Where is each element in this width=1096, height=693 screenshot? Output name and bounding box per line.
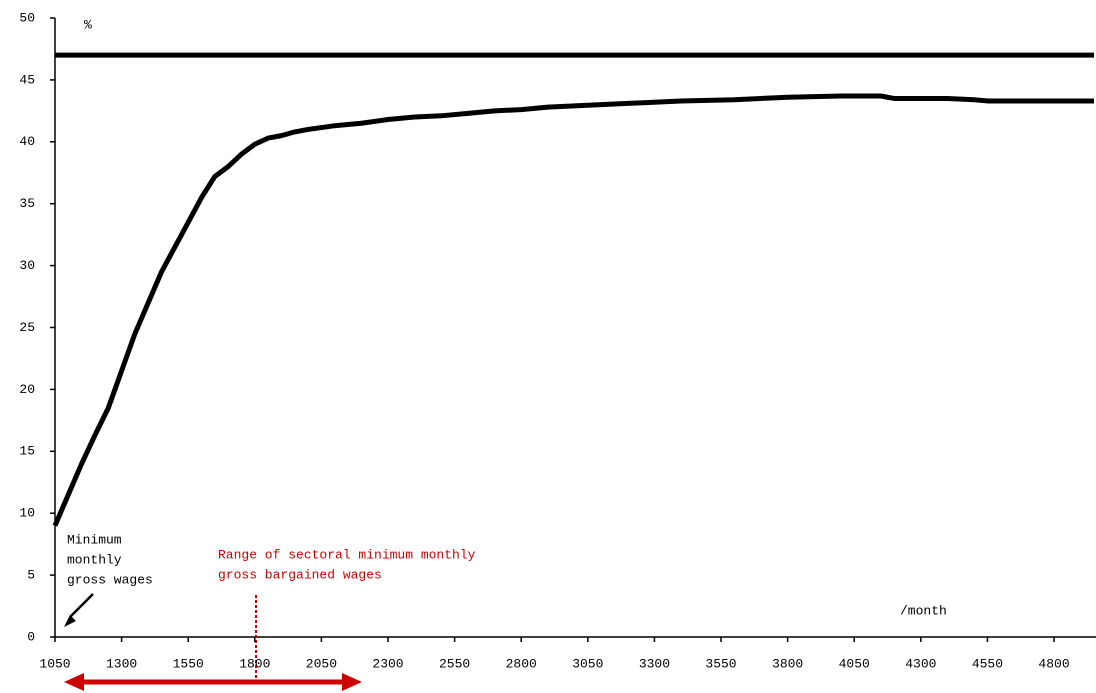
x-tick-label: 2550 — [439, 656, 470, 671]
x-tick-label: 4550 — [972, 656, 1003, 671]
x-tick-label: 3800 — [772, 656, 803, 671]
y-tick-label: 50 — [19, 10, 35, 25]
x-tick-label: 2300 — [372, 656, 403, 671]
x-tick-label: 4050 — [839, 656, 870, 671]
y-tick-label: 45 — [19, 72, 35, 87]
annotation: gross bargained wages — [218, 567, 382, 582]
x-tick-label: 1050 — [39, 656, 70, 671]
x-tick-label: 1300 — [106, 656, 137, 671]
y-tick-label: 0 — [27, 629, 35, 644]
arrow-head — [342, 673, 362, 691]
y-tick-label: 5 — [27, 568, 35, 583]
annotation: Range of sectoral minimum monthly — [218, 547, 476, 562]
x-tick-label: 2050 — [306, 656, 337, 671]
y-tick-label: 10 — [19, 506, 35, 521]
x-unit: /month — [900, 603, 947, 618]
x-tick-label: 3050 — [572, 656, 603, 671]
y-tick-label: 30 — [19, 258, 35, 273]
arrow-head — [64, 673, 84, 691]
x-tick-label: 3550 — [705, 656, 736, 671]
x-tick-label: 4800 — [1038, 656, 1069, 671]
annotation-arrow — [69, 593, 94, 618]
series-line — [52, 93, 1094, 527]
annotation: gross wages — [67, 572, 153, 587]
x-tick-label: 2800 — [506, 656, 537, 671]
y-tick-label: 35 — [19, 196, 35, 211]
y-tick-label: 25 — [19, 320, 35, 335]
x-tick-label: 1800 — [239, 656, 270, 671]
annotation: monthly — [67, 552, 122, 567]
x-tick-label: 3300 — [639, 656, 670, 671]
y-tick-label: 20 — [19, 382, 35, 397]
y-unit: % — [84, 17, 92, 32]
x-tick-label: 4300 — [905, 656, 936, 671]
x-tick-label: 1550 — [173, 656, 204, 671]
arrow-head — [64, 615, 76, 627]
y-tick-label: 40 — [19, 134, 35, 149]
y-tick-label: 15 — [19, 444, 35, 459]
annotation: Minimum — [67, 532, 122, 547]
